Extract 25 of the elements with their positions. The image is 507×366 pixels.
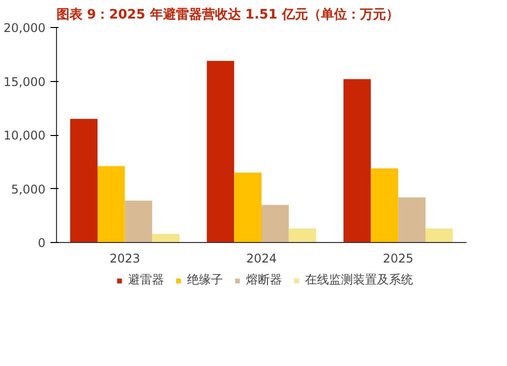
bar <box>152 234 180 242</box>
bar <box>206 60 234 242</box>
y-tick-label: 20,000 <box>4 21 46 35</box>
chart-title: 图表 9：2025 年避雷器营收达 1.51 亿元（单位：万元） <box>56 6 399 22</box>
y-tick-label: 15,000 <box>4 74 46 89</box>
bar <box>344 79 371 242</box>
legend-label: 熔断器 <box>246 272 282 288</box>
y-tick-label: 0 <box>38 236 46 250</box>
bar <box>288 228 316 242</box>
x-tick-label: 2023 <box>110 252 140 266</box>
bar <box>234 172 262 242</box>
legend-label: 避雷器 <box>128 272 164 288</box>
bar <box>370 168 398 242</box>
x-tick-label: 2024 <box>246 252 277 266</box>
y-tick-label: 10,000 <box>4 128 46 142</box>
legend-label: 在线监测装置及系统 <box>305 272 413 288</box>
legend-label: 绝缘子 <box>187 272 223 288</box>
y-tick-label: 5,000 <box>11 182 46 196</box>
bar <box>262 204 289 242</box>
bar <box>70 118 98 242</box>
bar <box>398 197 426 242</box>
bar <box>98 166 125 242</box>
bar <box>426 228 453 242</box>
bar <box>124 200 152 242</box>
x-tick-label: 2025 <box>382 252 414 266</box>
